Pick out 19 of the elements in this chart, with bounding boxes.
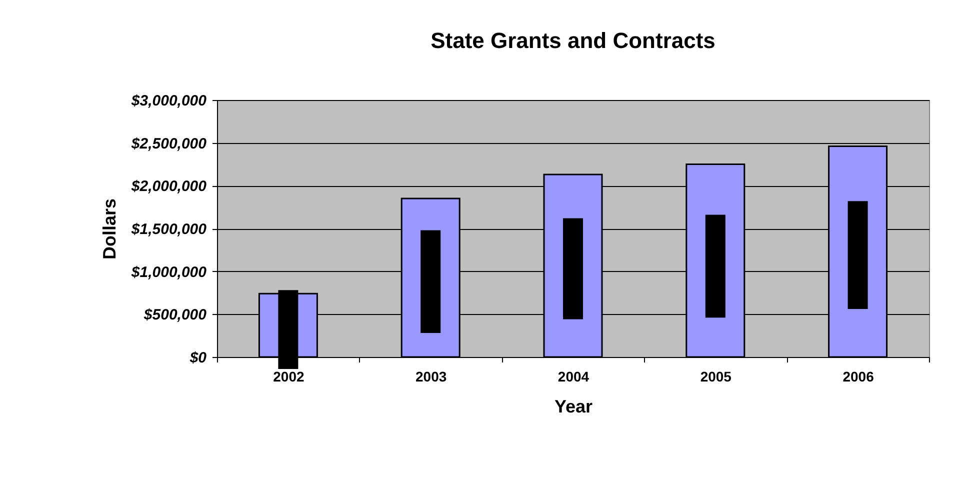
y-axis-title: Dollars	[99, 198, 120, 260]
x-tick-label: 2005	[700, 368, 732, 384]
y-tick-label: $2,000,000	[130, 178, 208, 196]
y-tick-label: $0	[188, 350, 208, 366]
y-tick-label: $500,000	[142, 306, 208, 324]
y-tick-label: $3,000,000	[130, 92, 208, 110]
chart-title: State Grants and Contracts	[430, 28, 716, 53]
x-tick-label: 2006	[842, 368, 874, 384]
bar	[705, 214, 726, 318]
x-tick-label: 2003	[416, 368, 447, 384]
bar	[420, 230, 441, 334]
bar	[563, 218, 583, 320]
y-tick-label: $1,000,000	[130, 264, 208, 281]
bar	[848, 201, 868, 310]
x-tick-label: 2002	[273, 368, 304, 384]
y-tick-label: $1,500,000	[130, 221, 208, 238]
y-tick-label: $2,500,000	[130, 135, 208, 152]
x-axis-title: Year	[554, 396, 593, 416]
x-tick-label: 2004	[558, 368, 590, 384]
